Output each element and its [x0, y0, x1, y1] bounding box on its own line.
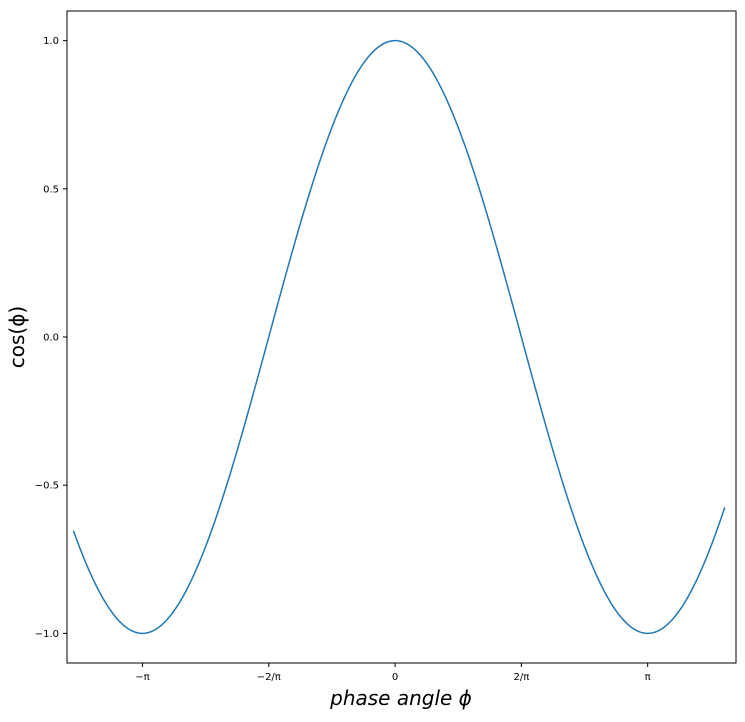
x-axis-label: phase angle ϕ — [329, 686, 472, 710]
y-tick-label: −1.0 — [35, 629, 59, 640]
y-tick-label: −0.5 — [35, 481, 59, 492]
x-axis-ticks: −π −2/π 0 2/π π — [135, 663, 651, 683]
x-tick-label: 0 — [392, 672, 398, 683]
y-axis-ticks: 1.0 0.5 0.0 −0.5 −1.0 — [35, 36, 67, 640]
x-tick-label: −2/π — [257, 672, 281, 683]
x-tick-label: π — [645, 672, 651, 683]
series-layer — [72, 39, 726, 635]
y-axis-label: cos(ϕ) — [5, 306, 29, 368]
x-tick-label: −π — [135, 672, 149, 683]
y-tick-label: 0.0 — [43, 333, 59, 344]
y-tick-label: 1.0 — [43, 36, 59, 47]
plot-area — [67, 11, 736, 663]
y-tick-label: 0.5 — [43, 184, 59, 195]
x-tick-label: 2/π — [513, 672, 529, 683]
series-line-0 — [72, 39, 726, 635]
